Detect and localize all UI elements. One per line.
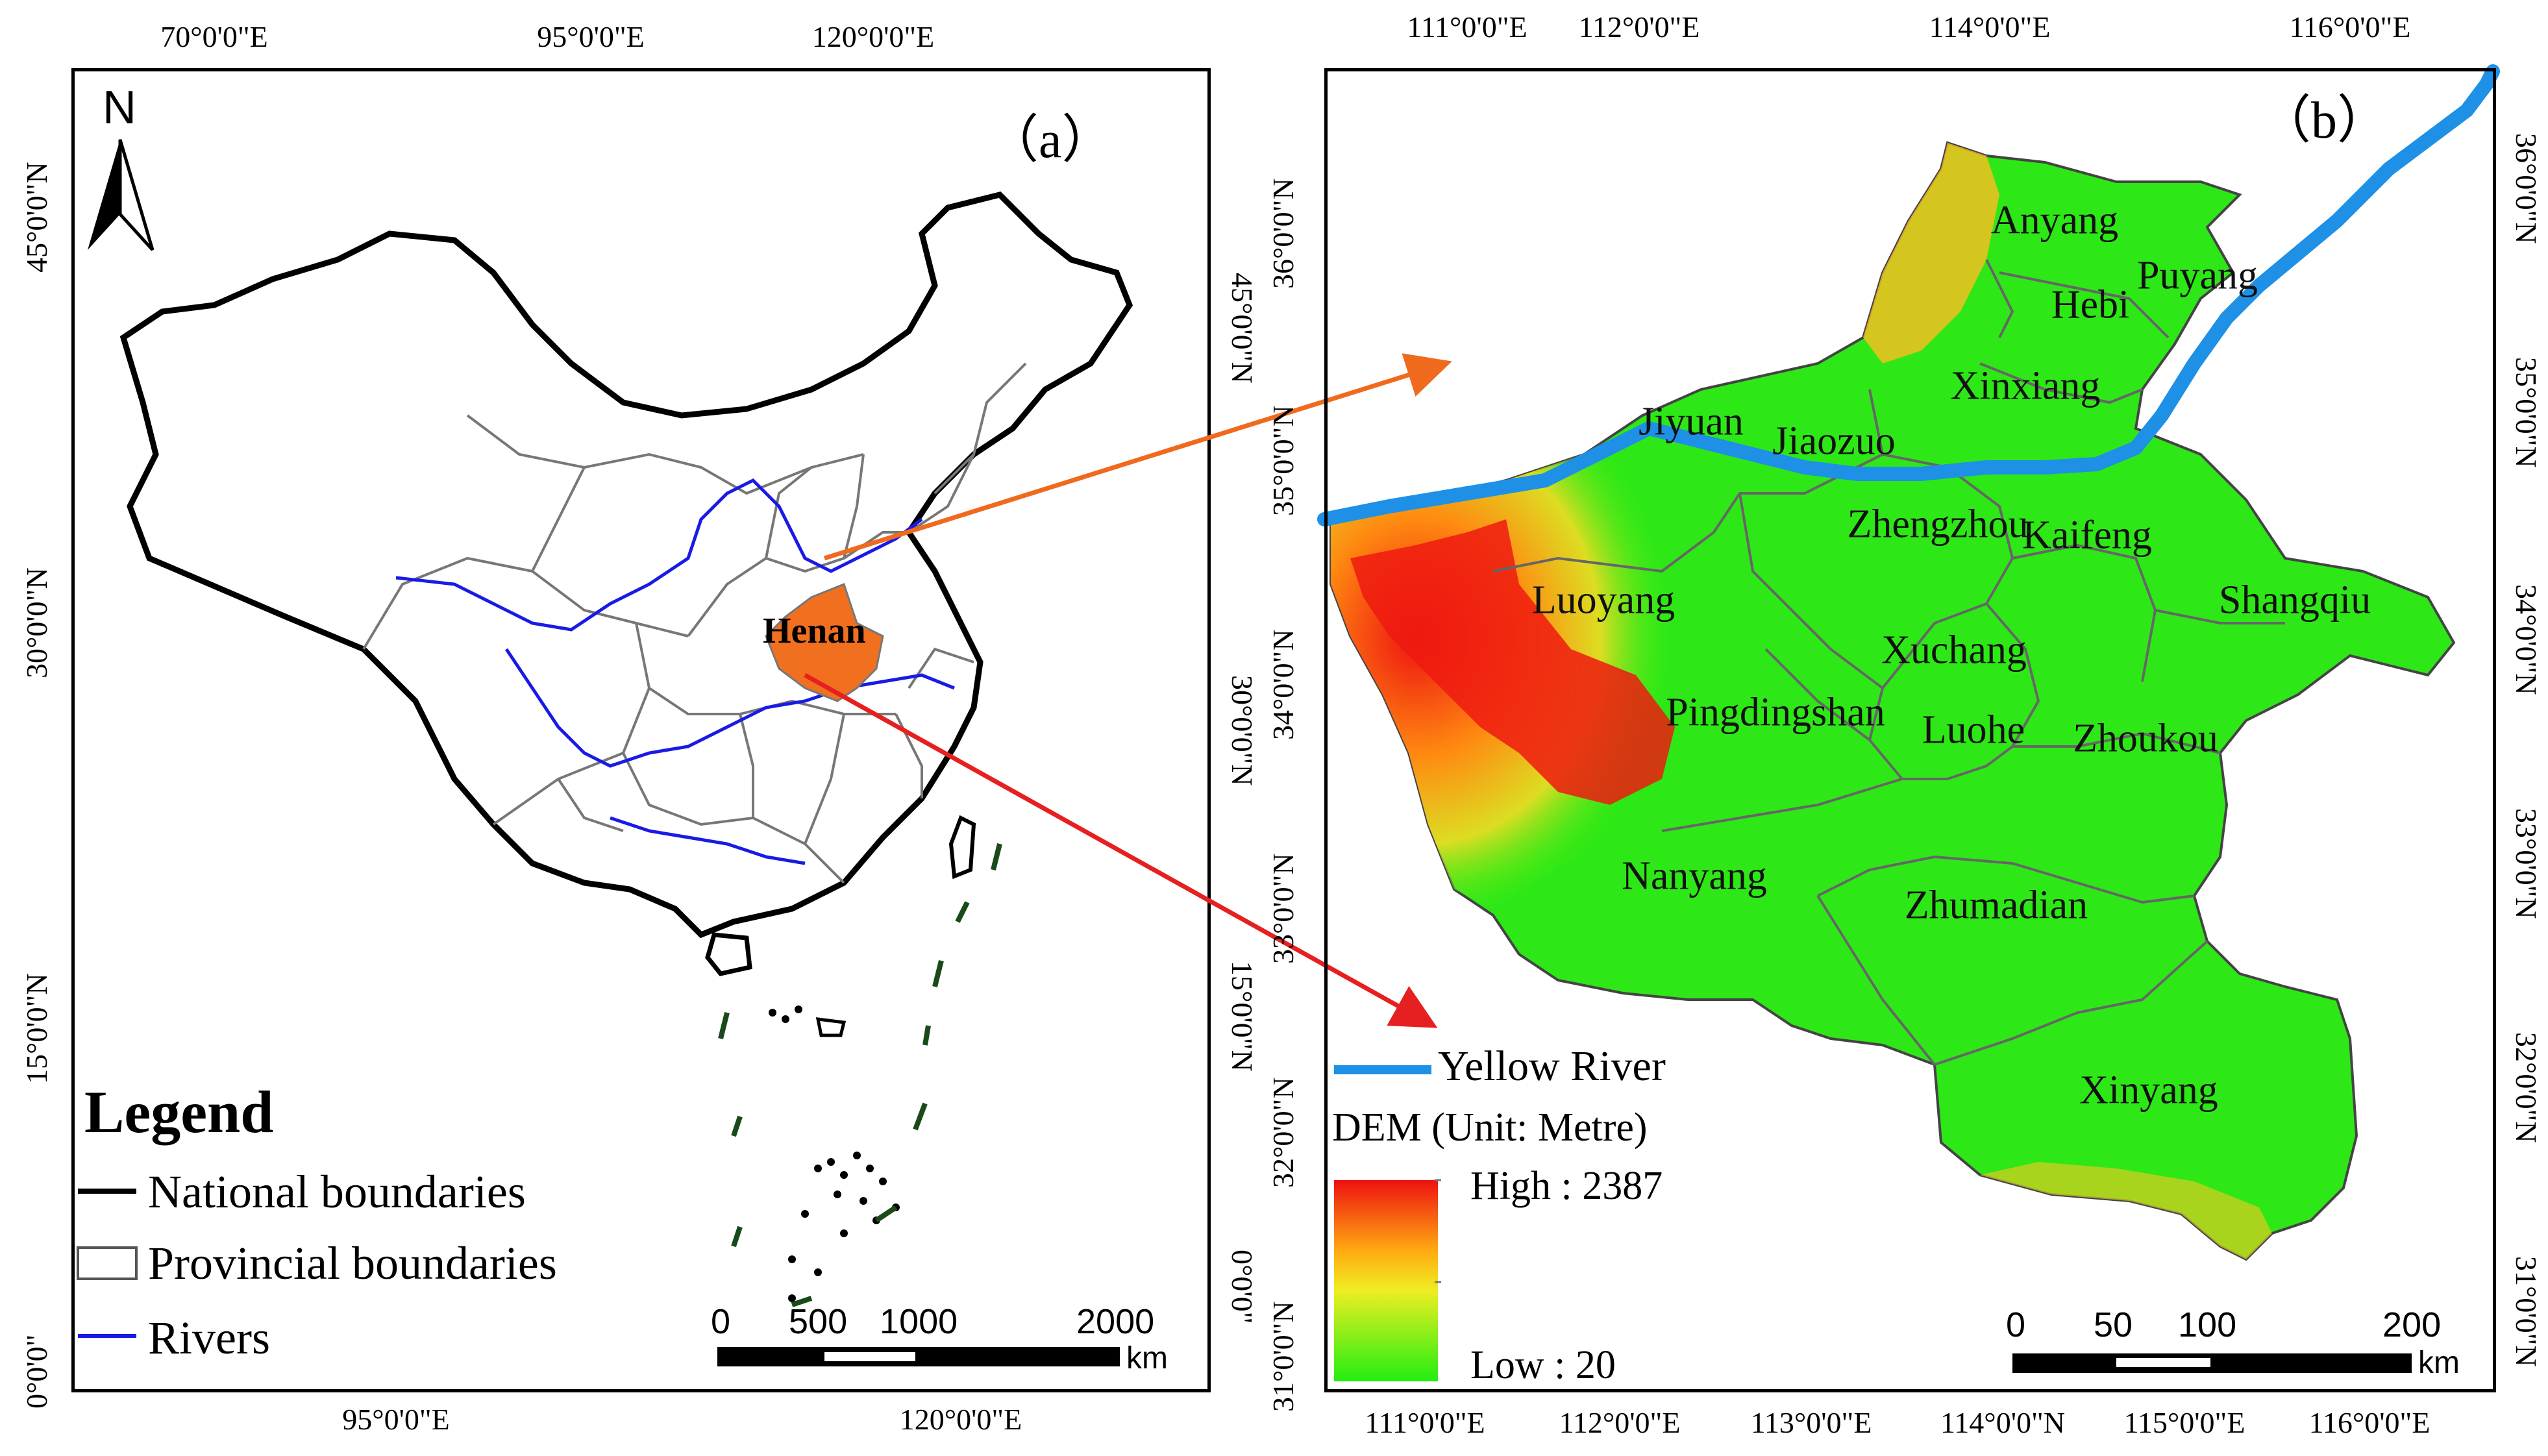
city-boundaries xyxy=(1492,259,2285,1066)
b-bottom-lon-tick-2: 112°0'0"E xyxy=(1559,1406,1681,1439)
scale-bar-a xyxy=(717,1347,1120,1366)
a-right-lat-tick-3: 15°0'0"N xyxy=(1226,961,1259,1072)
island-outline xyxy=(815,1017,847,1037)
panel-a-label: （a） xyxy=(987,112,1114,169)
city-label-anyang: Anyang xyxy=(1990,198,2119,243)
b-left-lat-tick-2: 35°0'0"N xyxy=(1267,405,1300,516)
b-right-lat-tick-1: 36°0'0"N xyxy=(2510,133,2543,244)
city-label-xinyang: Xinyang xyxy=(2079,1068,2218,1113)
b-top-lon-tick-4: 116°0'0"E xyxy=(2289,10,2411,43)
taiwan-island xyxy=(948,815,976,880)
city-label-shangqiu: Shangqiu xyxy=(2218,578,2371,623)
a-left-lat-tick-1: 45°0'0"N xyxy=(20,162,53,273)
city-label-puyang: Puyang xyxy=(2137,253,2258,298)
arrow-to-panel-b-red xyxy=(804,672,1438,1028)
city-label-xuchang: Xuchang xyxy=(1881,628,2027,672)
henan-dem-map xyxy=(1330,141,2456,1261)
rivers xyxy=(395,478,955,865)
b-top-lon-tick-1: 111°0'0"E xyxy=(1407,10,1528,43)
legend-item-provincial: Provincial boundaries xyxy=(148,1237,557,1289)
dem-legend-title: DEM (Unit: Metre) xyxy=(1332,1105,1648,1150)
scale-bar-b xyxy=(2012,1353,2412,1373)
a-top-lon-tick-2: 95°0'0"E xyxy=(537,20,645,53)
legend-item-rivers: Rivers xyxy=(148,1312,270,1364)
a-left-lat-tick-2: 30°0'0"N xyxy=(20,567,53,678)
panel-b-label: （b） xyxy=(2259,92,2389,149)
legend-title: Legend xyxy=(84,1079,274,1145)
a-left-lat-tick-4: 0°0'0" xyxy=(20,1334,53,1409)
b-left-lat-tick-6: 31°0'0"N xyxy=(1267,1301,1300,1412)
panel-a-frame xyxy=(71,68,1211,1392)
city-label-nanyang: Nanyang xyxy=(1622,854,1767,898)
dem-gradient-legend xyxy=(1334,1180,1438,1381)
a-right-lat-tick-2: 30°0'0"N xyxy=(1226,675,1259,786)
henan-province-highlight xyxy=(765,583,884,702)
city-label-jiaozuo: Jiaozuo xyxy=(1772,419,1896,463)
b-scale-tick-200: 200 xyxy=(2382,1305,2442,1344)
southern-hills-dem xyxy=(1980,1162,2272,1259)
legend-yellow-river-label: Yellow River xyxy=(1438,1043,1666,1090)
b-scale-tick-50: 50 xyxy=(2094,1305,2133,1344)
a-scale-tick-2000: 2000 xyxy=(1076,1302,1155,1341)
red-peaks-dem xyxy=(1350,519,1675,805)
a-bottom-lon-tick-1: 95°0'0"E xyxy=(342,1403,450,1436)
provincial-boundaries xyxy=(362,362,1027,884)
arrow-to-panel-b-orange xyxy=(823,353,1452,561)
henan-label: Henan xyxy=(763,611,866,651)
b-left-lat-tick-4: 33°0'0"N xyxy=(1267,853,1300,964)
a-scale-tick-0: 0 xyxy=(711,1302,731,1341)
panel-b-frame xyxy=(1324,68,2496,1392)
b-left-lat-tick-1: 36°0'0"N xyxy=(1267,178,1300,289)
a-bottom-lon-tick-2: 120°0'0"E xyxy=(899,1403,1022,1436)
city-label-zhengzhou: Zhengzhou xyxy=(1847,502,2029,547)
a-right-lat-tick-4: 0°0'0" xyxy=(1226,1250,1259,1324)
city-label-kaifeng: Kaifeng xyxy=(2022,513,2152,558)
north-arrow-icon xyxy=(88,139,155,251)
dem-legend-high: High : 2387 xyxy=(1470,1164,1663,1208)
b-top-lon-tick-3: 114°0'0"E xyxy=(1929,10,2051,43)
legend-item-national: National boundaries xyxy=(148,1166,526,1218)
b-bottom-lon-tick-5: 115°0'0"E xyxy=(2123,1406,2245,1439)
south-china-sea-islands xyxy=(769,1006,900,1302)
b-scale-tick-0: 0 xyxy=(2006,1305,2026,1344)
b-right-lat-tick-6: 31°0'0"N xyxy=(2510,1256,2543,1367)
b-right-lat-tick-4: 33°0'0"N xyxy=(2510,808,2543,919)
city-label-luoyang: Luoyang xyxy=(1531,578,1676,623)
b-bottom-lon-tick-3: 113°0'0"E xyxy=(1750,1406,1872,1439)
b-right-lat-tick-2: 35°0'0"N xyxy=(2510,357,2543,468)
northern-hills-dem xyxy=(1863,143,1999,364)
city-label-zhoukou: Zhoukou xyxy=(2073,716,2218,761)
north-label: N xyxy=(103,82,136,134)
a-scale-unit: km xyxy=(1126,1341,1168,1376)
a-top-lon-tick-3: 120°0'0"E xyxy=(811,20,935,53)
hainan-island xyxy=(705,932,752,976)
city-label-pingdingshan: Pingdingshan xyxy=(1666,690,1885,735)
city-label-xinxiang: Xinxiang xyxy=(1950,364,2101,408)
dem-legend-low: Low : 20 xyxy=(1470,1343,1616,1387)
city-label-jiyuan: Jiyuan xyxy=(1639,399,1744,444)
b-scale-tick-100: 100 xyxy=(2178,1305,2237,1344)
b-left-lat-tick-5: 32°0'0"N xyxy=(1267,1077,1300,1188)
a-top-lon-tick-1: 70°0'0"E xyxy=(160,20,268,53)
nine-dash-line xyxy=(718,843,1002,1307)
city-label-hebi: Hebi xyxy=(2051,282,2130,327)
city-label-zhumadian: Zhumadian xyxy=(1904,883,2088,928)
b-top-lon-tick-2: 112°0'0"E xyxy=(1578,10,1700,43)
city-label-luohe: Luohe xyxy=(1922,708,2025,752)
legend-provincial-box-icon xyxy=(77,1246,138,1280)
yellow-river xyxy=(1317,64,2500,526)
b-bottom-lon-tick-1: 111°0'0"E xyxy=(1365,1406,1485,1439)
b-left-lat-tick-3: 34°0'0"N xyxy=(1267,629,1300,740)
b-scale-unit: km xyxy=(2418,1346,2460,1380)
b-right-lat-tick-3: 34°0'0"N xyxy=(2510,584,2543,695)
b-bottom-lon-tick-4: 114°0'0"N xyxy=(1940,1406,2065,1439)
b-bottom-lon-tick-6: 116°0'0"E xyxy=(2308,1406,2430,1439)
a-scale-tick-500: 500 xyxy=(789,1302,848,1341)
b-right-lat-tick-5: 32°0'0"N xyxy=(2510,1032,2543,1143)
a-left-lat-tick-3: 15°0'0"N xyxy=(20,973,53,1084)
a-scale-tick-1000: 1000 xyxy=(880,1302,958,1341)
a-right-lat-tick-1: 45°0'0"N xyxy=(1226,273,1259,384)
